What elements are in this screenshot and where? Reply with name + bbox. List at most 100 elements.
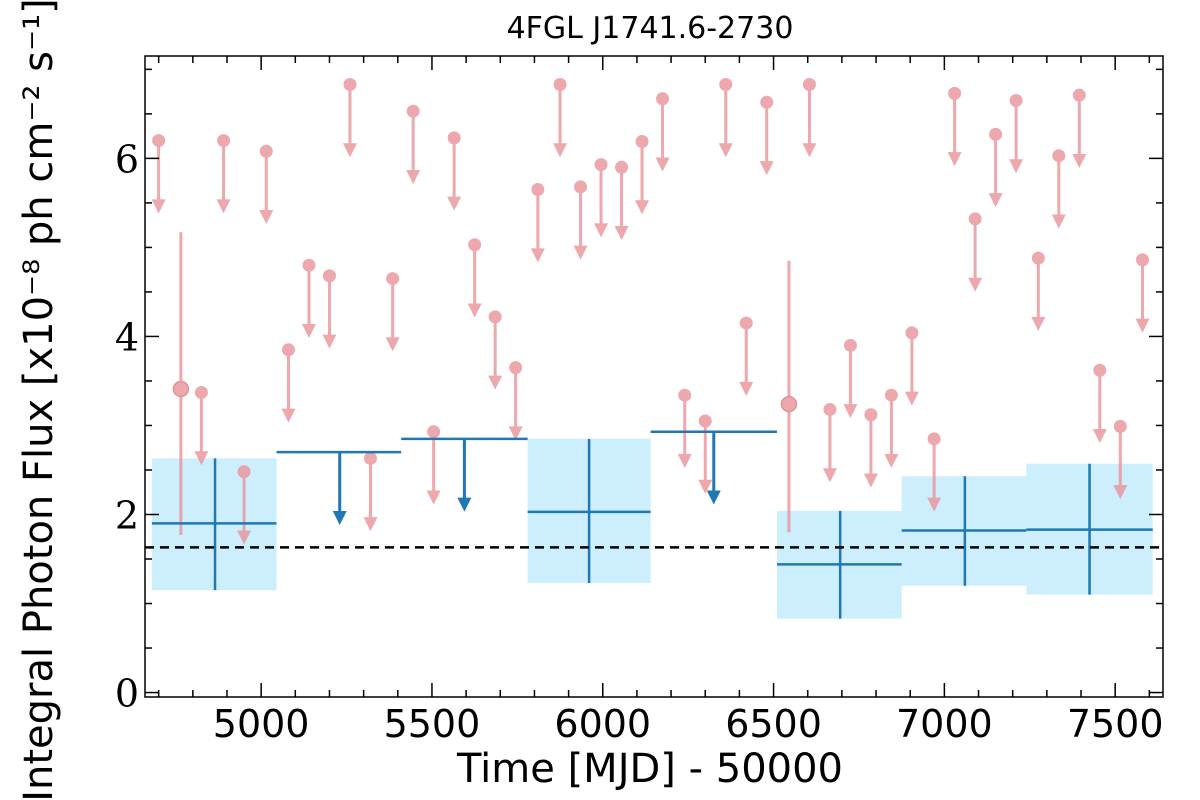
fine-detection-1-marker [780, 395, 798, 413]
coarse-detection-1 [527, 438, 651, 584]
fine-upper-limit-34-marker [905, 326, 919, 340]
coarse-detection-3 [901, 476, 1027, 586]
fine-upper-limit-18-marker [553, 77, 567, 91]
x-tick-label: 7000 [896, 702, 993, 746]
fine-upper-limit-12-marker [427, 425, 441, 439]
fine-upper-limit-24 [677, 388, 692, 468]
fine-upper-limit-21-marker [615, 160, 629, 174]
coarse-upper-limit-0-arrow-head [332, 510, 347, 525]
y-axis-ticks: 0 2 4 6 [115, 68, 1163, 716]
coarse-upper-limit-2-arrow-head [706, 490, 721, 505]
fine-upper-limit-24-marker [678, 388, 692, 402]
fine-upper-limit-3-marker [237, 465, 251, 479]
fine-upper-limit-31-head [843, 404, 858, 419]
fine-upper-limit-35-marker [927, 432, 941, 446]
fine-upper-limit-37-head [968, 277, 983, 292]
fine-upper-limit-8 [342, 77, 357, 158]
fine-upper-limit-32-head [863, 473, 878, 488]
coarse-bin-points [151, 430, 1153, 619]
fine-upper-limit-22-marker [635, 134, 649, 148]
fine-upper-limit-4 [259, 144, 274, 225]
fine-upper-limit-33-head [884, 453, 899, 468]
fine-upper-limit-21 [614, 160, 629, 241]
fine-upper-limit-19 [573, 180, 588, 260]
x-tick-label: 5000 [213, 702, 310, 746]
fine-upper-limit-1 [194, 386, 209, 466]
fine-upper-limit-25-head [698, 479, 713, 494]
coarse-upper-limit-1 [401, 437, 528, 512]
fine-upper-limit-20 [594, 158, 609, 238]
fine-upper-limit-12 [426, 425, 441, 505]
fine-upper-limit-6-head [301, 323, 316, 338]
fine-upper-limit-41 [1051, 149, 1066, 229]
fine-upper-limit-29 [802, 77, 817, 158]
fine-upper-limit-13 [447, 131, 462, 211]
fine-upper-limit-43-head [1092, 429, 1107, 444]
fine-upper-limit-10-head [385, 337, 400, 352]
fine-upper-limit-11-head [406, 169, 421, 184]
coarse-upper-limit-1-arrow-head [457, 497, 472, 512]
fine-upper-limit-16-head [508, 426, 523, 441]
coarse-detection-2 [776, 510, 902, 619]
fine-upper-limit-22-head [635, 200, 650, 215]
fine-upper-limit-32 [863, 408, 878, 488]
fine-upper-limit-16-marker [509, 361, 523, 375]
fine-upper-limit-4-head [259, 210, 274, 225]
fine-upper-limit-40 [1031, 251, 1046, 331]
fine-upper-limit-12-head [426, 490, 441, 505]
fine-upper-limit-21-head [614, 226, 629, 241]
fine-upper-limit-26-marker [719, 77, 733, 91]
x-tick-label: 6000 [554, 702, 651, 746]
fine-upper-limit-2-marker [217, 134, 231, 148]
fine-upper-limit-36-head [947, 152, 962, 167]
fine-upper-limit-28-head [759, 161, 774, 176]
y-tick-label: 2 [115, 493, 139, 537]
fine-upper-limit-25 [698, 414, 713, 494]
fine-upper-limit-29-head [802, 143, 817, 158]
fine-upper-limit-27-head [739, 381, 754, 396]
fine-upper-limit-28 [759, 95, 774, 176]
fine-upper-limit-9 [363, 451, 378, 532]
fine-upper-limit-17 [530, 183, 545, 263]
fine-upper-limit-39-head [1009, 159, 1024, 174]
fine-upper-limit-15-marker [488, 310, 502, 324]
fine-upper-limit-35-head [927, 497, 942, 512]
fine-upper-limit-25-marker [698, 414, 712, 428]
fine-upper-limit-15-head [488, 375, 503, 390]
fine-upper-limit-29-marker [802, 77, 816, 91]
fine-upper-limit-38-head [988, 193, 1003, 208]
fine-upper-limit-17-marker [531, 183, 545, 197]
fine-upper-limit-39-marker [1009, 94, 1023, 108]
coarse-detection-4 [1026, 463, 1153, 595]
fine-upper-limit-44-marker [1113, 419, 1127, 433]
fine-upper-limit-23-head [655, 157, 670, 172]
fine-upper-limit-11-marker [406, 104, 420, 118]
fine-upper-limit-38-marker [989, 127, 1003, 141]
fine-upper-limit-45-head [1135, 318, 1150, 333]
fine-upper-limit-36 [947, 86, 962, 167]
fine-upper-limit-9-head [363, 517, 378, 532]
fine-upper-limit-43-marker [1093, 363, 1107, 377]
fine-upper-limit-24-head [677, 453, 692, 468]
x-axis-label: Time [MJD] - 50000 [456, 746, 843, 792]
fine-upper-limit-44 [1113, 419, 1128, 500]
fine-upper-limit-42-marker [1072, 88, 1086, 102]
fine-upper-limit-43 [1092, 363, 1107, 444]
chart-title: 4FGL J1741.6-2730 [507, 11, 794, 46]
fine-upper-limit-0-head [151, 199, 166, 214]
fine-upper-limit-34 [904, 326, 919, 406]
fine-upper-limit-14-head [467, 303, 482, 318]
fine-upper-limit-27-marker [739, 316, 753, 330]
fine-upper-limit-31-marker [843, 338, 857, 352]
fine-upper-limit-0 [151, 134, 166, 214]
fine-upper-limit-34-head [904, 391, 919, 406]
fine-upper-limit-37 [968, 212, 983, 292]
plot-axes [144, 55, 1164, 698]
fine-bin-points [151, 77, 1150, 545]
fine-upper-limit-2 [216, 134, 231, 214]
fine-upper-limit-36-marker [948, 86, 962, 100]
coarse-upper-limit-2 [650, 430, 777, 505]
fine-upper-limit-23-marker [656, 92, 670, 106]
y-tick-label: 6 [115, 137, 139, 181]
